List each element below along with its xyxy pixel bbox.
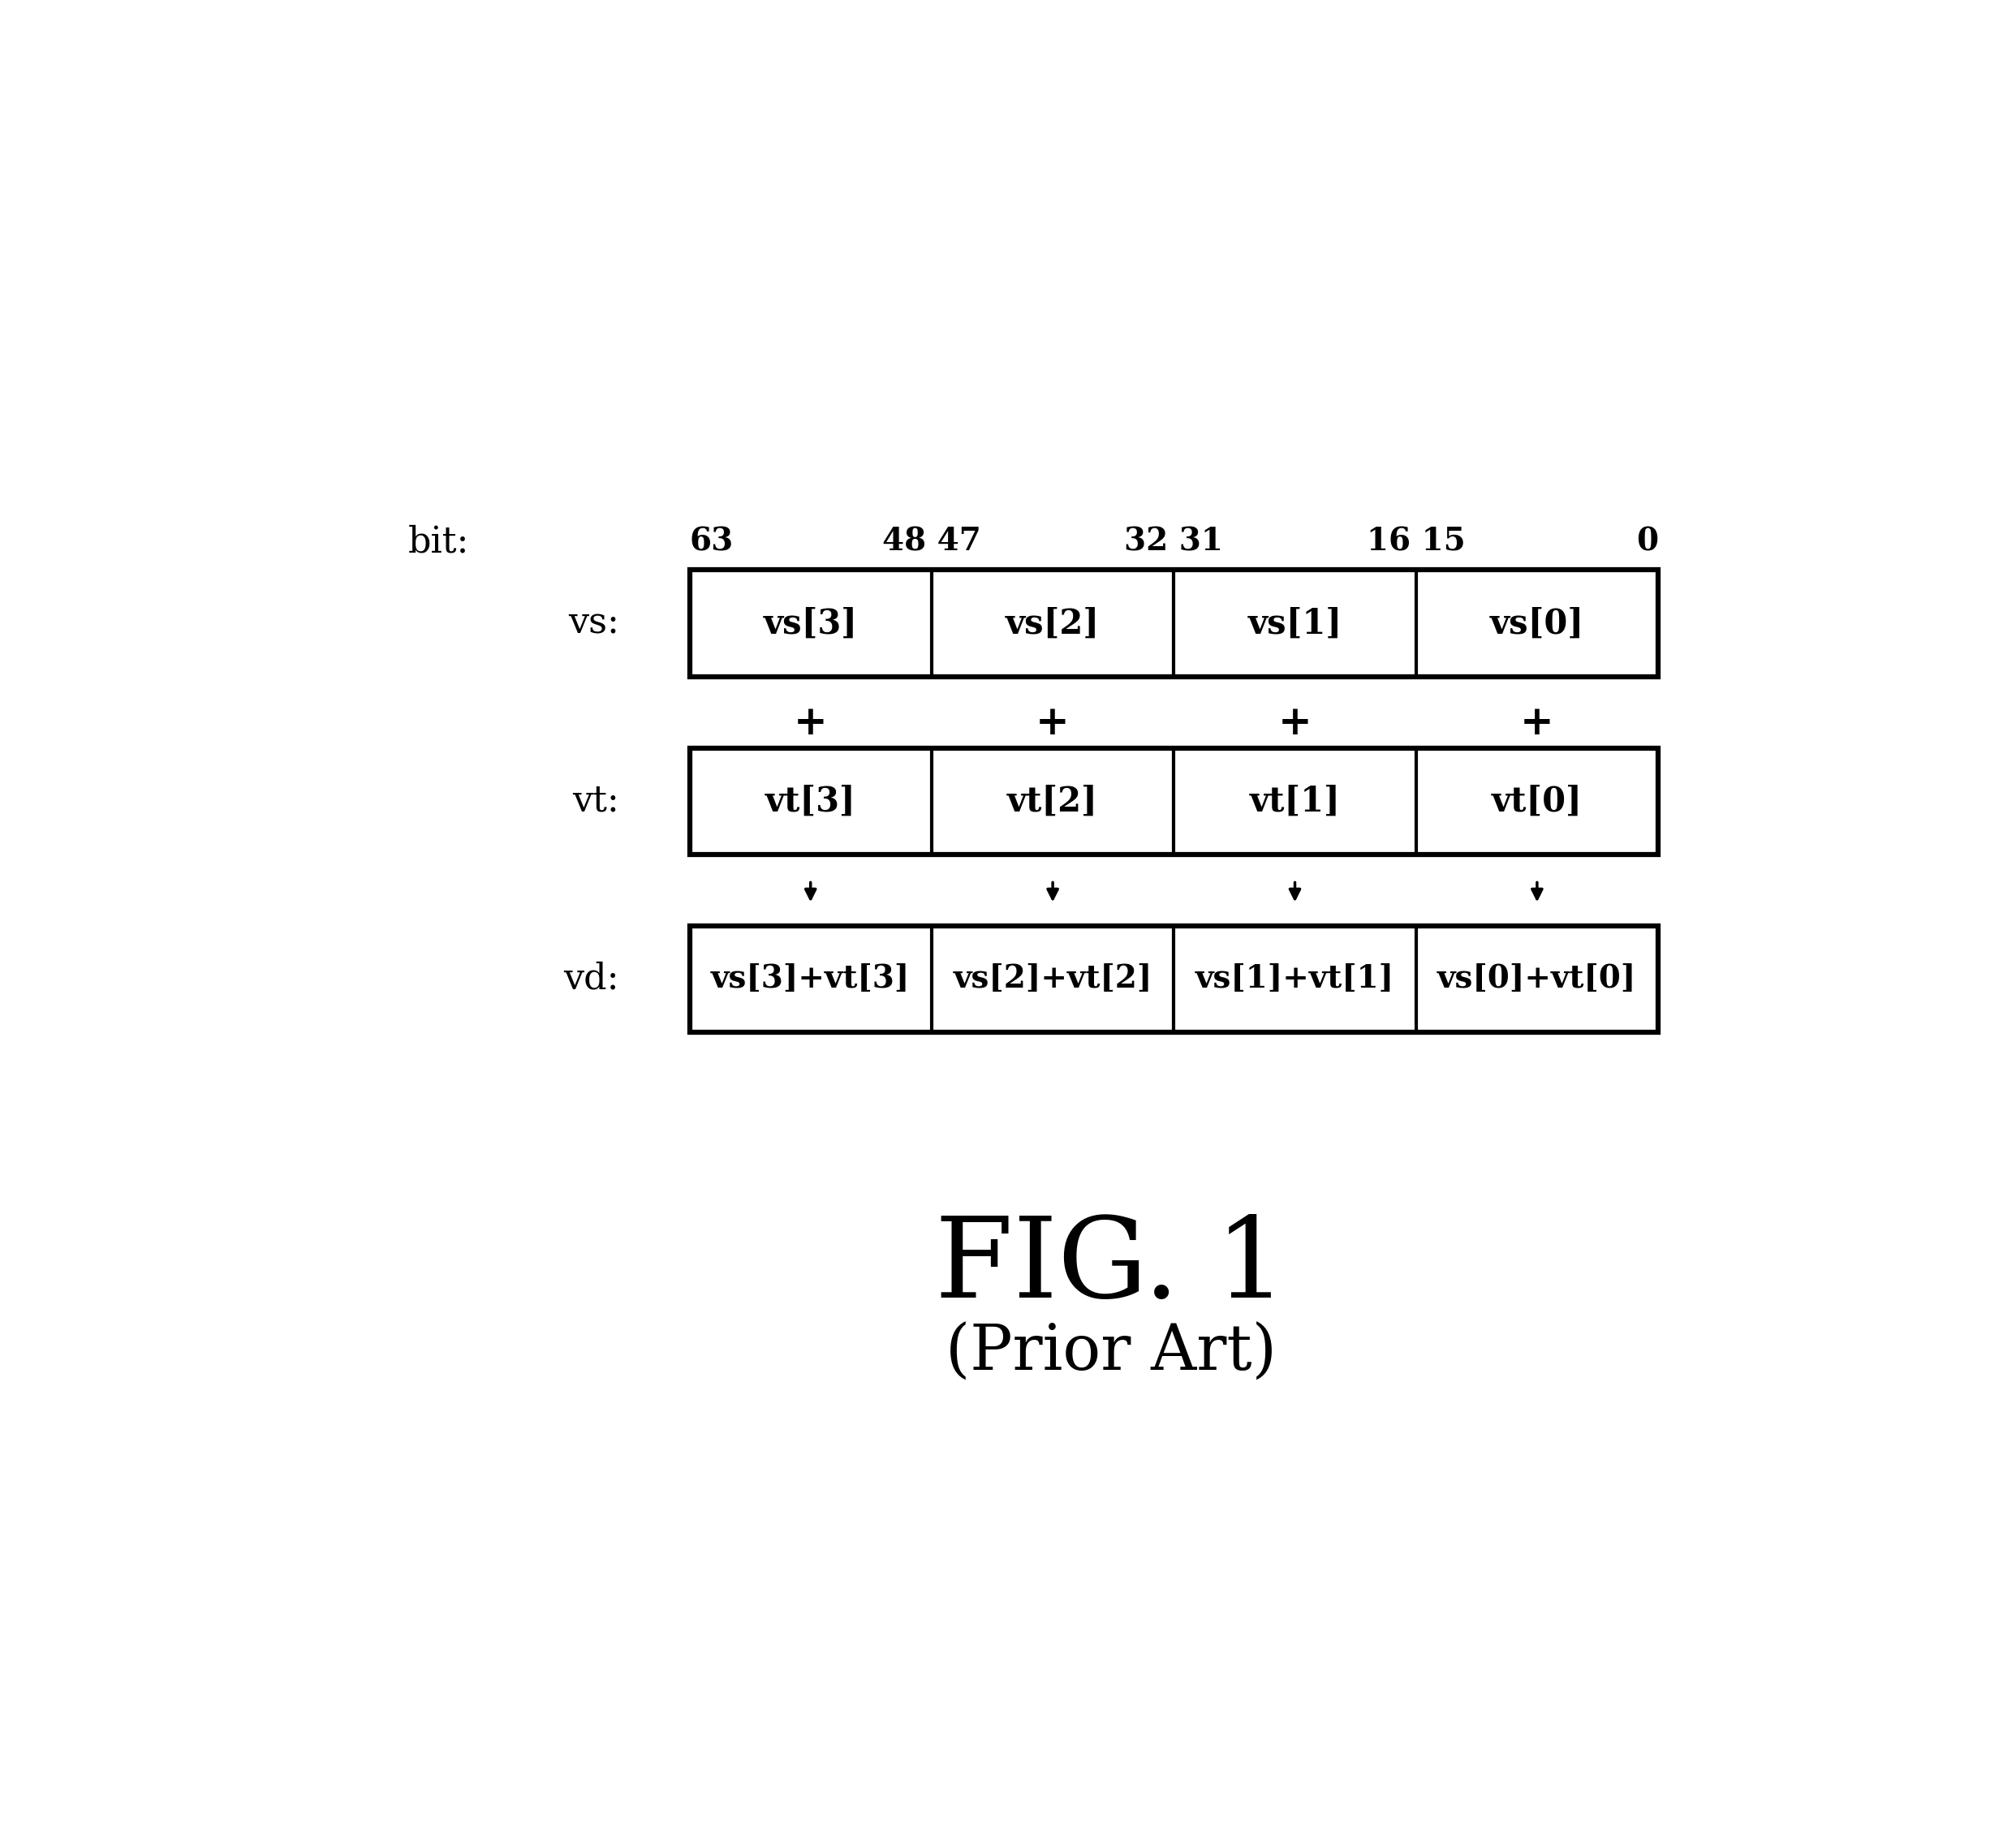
Text: vt[0]: vt[0] — [1492, 785, 1583, 818]
Text: vs[3]: vs[3] — [764, 606, 857, 641]
Text: FIG. 1: FIG. 1 — [935, 1213, 1288, 1321]
Text: vs[2]+vt[2]: vs[2]+vt[2] — [954, 964, 1153, 994]
Text: +: + — [794, 704, 827, 744]
Text: vd:: vd: — [562, 962, 619, 997]
Text: 32 31: 32 31 — [1125, 526, 1224, 558]
Text: 0: 0 — [1637, 526, 1657, 558]
Text: vs[1]+vt[1]: vs[1]+vt[1] — [1195, 964, 1395, 994]
Text: vs[0]: vs[0] — [1490, 606, 1585, 641]
Text: vs:: vs: — [569, 606, 619, 641]
Text: bit:: bit: — [407, 525, 470, 560]
Bar — [689, 571, 1657, 676]
Text: +: + — [1036, 704, 1070, 744]
Text: (Prior Art): (Prior Art) — [946, 1321, 1276, 1383]
Bar — [689, 925, 1657, 1032]
Text: vs[1]: vs[1] — [1248, 606, 1343, 641]
Text: vt:: vt: — [573, 783, 619, 818]
Text: 48 47: 48 47 — [883, 526, 982, 558]
Text: vt[1]: vt[1] — [1250, 785, 1341, 818]
Text: vs[3]+vt[3]: vs[3]+vt[3] — [712, 964, 909, 994]
Text: +: + — [1278, 704, 1312, 744]
Bar — [689, 748, 1657, 855]
Text: 63: 63 — [689, 526, 734, 558]
Text: vs[0]+vt[0]: vs[0]+vt[0] — [1437, 964, 1637, 994]
Text: +: + — [1520, 704, 1554, 744]
Text: vt[3]: vt[3] — [766, 785, 857, 818]
Text: vt[2]: vt[2] — [1008, 785, 1099, 818]
Text: 16 15: 16 15 — [1367, 526, 1466, 558]
Text: vs[2]: vs[2] — [1006, 606, 1101, 641]
